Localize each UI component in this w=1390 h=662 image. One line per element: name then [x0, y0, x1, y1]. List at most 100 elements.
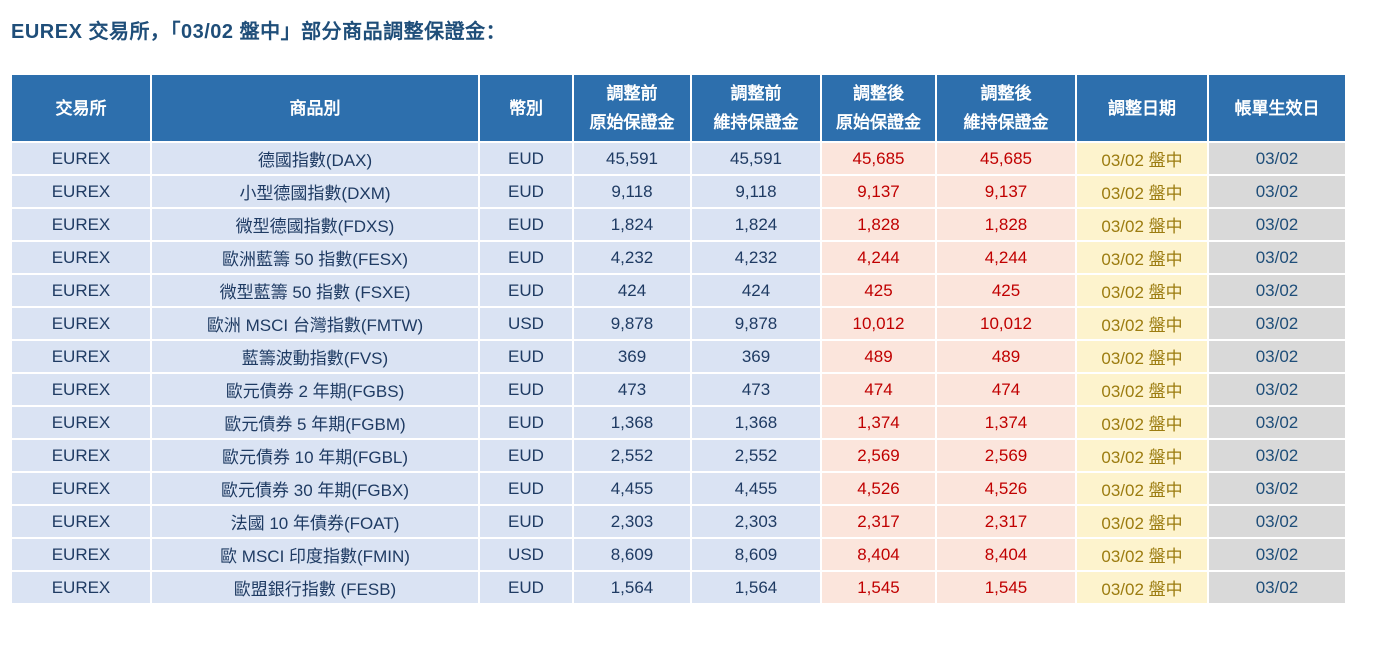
cell-exchange: EUREX [10, 273, 152, 308]
cell-post-maintenance-margin: 4,526 [935, 471, 1077, 506]
cell-exchange: EUREX [10, 240, 152, 275]
table-row: EUREX 歐洲藍籌 50 指數(FESX) EUD 4,232 4,232 4… [10, 240, 1347, 275]
cell-post-maintenance-margin: 10,012 [935, 306, 1077, 341]
cell-effective-date: 03/02 [1207, 570, 1347, 605]
table-row: EUREX 德國指數(DAX) EUD 45,591 45,591 45,685… [10, 141, 1347, 176]
table-row: EUREX 歐元債券 2 年期(FGBS) EUD 473 473 474 47… [10, 372, 1347, 407]
cell-product: 歐盟銀行指數 (FESB) [150, 570, 480, 605]
cell-pre-maintenance-margin: 1,564 [690, 570, 822, 605]
cell-exchange: EUREX [10, 537, 152, 572]
header-line: 交易所 [55, 98, 107, 118]
header-line: 調整後 [980, 84, 1032, 103]
cell-pre-initial-margin: 473 [572, 372, 692, 407]
cell-currency: EUD [478, 141, 574, 176]
cell-post-initial-margin: 9,137 [820, 174, 937, 209]
col-header-pre-maintenance-margin: 調整前 維持保證金 [690, 73, 822, 143]
cell-pre-maintenance-margin: 8,609 [690, 537, 822, 572]
cell-post-maintenance-margin: 9,137 [935, 174, 1077, 209]
cell-effective-date: 03/02 [1207, 339, 1347, 374]
cell-pre-initial-margin: 1,824 [572, 207, 692, 242]
cell-pre-initial-margin: 4,232 [572, 240, 692, 275]
cell-currency: EUD [478, 438, 574, 473]
cell-currency: EUD [478, 372, 574, 407]
cell-product: 微型藍籌 50 指數 (FSXE) [150, 273, 480, 308]
cell-adjust-date: 03/02 盤中 [1075, 372, 1209, 407]
header-line: 商品別 [289, 98, 341, 118]
table-row: EUREX 歐洲 MSCI 台灣指數(FMTW) USD 9,878 9,878… [10, 306, 1347, 341]
cell-pre-maintenance-margin: 369 [690, 339, 822, 374]
cell-product: 法國 10 年債券(FOAT) [150, 504, 480, 539]
table-row: EUREX 微型藍籌 50 指數 (FSXE) EUD 424 424 425 … [10, 273, 1347, 308]
cell-post-initial-margin: 4,526 [820, 471, 937, 506]
cell-post-initial-margin: 10,012 [820, 306, 937, 341]
cell-effective-date: 03/02 [1207, 372, 1347, 407]
cell-currency: EUD [478, 504, 574, 539]
cell-effective-date: 03/02 [1207, 273, 1347, 308]
cell-post-maintenance-margin: 2,317 [935, 504, 1077, 539]
cell-pre-initial-margin: 424 [572, 273, 692, 308]
cell-adjust-date: 03/02 盤中 [1075, 438, 1209, 473]
col-header-pre-initial-margin: 調整前 原始保證金 [572, 73, 692, 143]
cell-post-maintenance-margin: 1,828 [935, 207, 1077, 242]
cell-post-initial-margin: 425 [820, 273, 937, 308]
table-header: 交易所 商品別 幣別 調整前 原始保證金 調整前 維持保證金 調整後 原始保證金 [10, 73, 1347, 143]
table-row: EUREX 微型德國指數(FDXS) EUD 1,824 1,824 1,828… [10, 207, 1347, 242]
cell-post-initial-margin: 4,244 [820, 240, 937, 275]
cell-post-initial-margin: 1,828 [820, 207, 937, 242]
table-row: EUREX 歐元債券 10 年期(FGBL) EUD 2,552 2,552 2… [10, 438, 1347, 473]
cell-post-initial-margin: 474 [820, 372, 937, 407]
cell-adjust-date: 03/02 盤中 [1075, 405, 1209, 440]
cell-adjust-date: 03/02 盤中 [1075, 240, 1209, 275]
cell-post-maintenance-margin: 8,404 [935, 537, 1077, 572]
col-header-product: 商品別 [150, 73, 480, 143]
cell-post-maintenance-margin: 425 [935, 273, 1077, 308]
cell-product: 歐 MSCI 印度指數(FMIN) [150, 537, 480, 572]
cell-effective-date: 03/02 [1207, 537, 1347, 572]
cell-effective-date: 03/02 [1207, 207, 1347, 242]
cell-post-maintenance-margin: 45,685 [935, 141, 1077, 176]
cell-currency: EUD [478, 174, 574, 209]
cell-post-initial-margin: 45,685 [820, 141, 937, 176]
header-row: 交易所 商品別 幣別 調整前 原始保證金 調整前 維持保證金 調整後 原始保證金 [10, 73, 1347, 143]
cell-adjust-date: 03/02 盤中 [1075, 207, 1209, 242]
cell-pre-maintenance-margin: 1,368 [690, 405, 822, 440]
cell-effective-date: 03/02 [1207, 306, 1347, 341]
header-line: 原始保證金 [589, 113, 675, 132]
cell-exchange: EUREX [10, 339, 152, 374]
cell-adjust-date: 03/02 盤中 [1075, 339, 1209, 374]
cell-currency: EUD [478, 570, 574, 605]
header-line: 維持保證金 [963, 113, 1049, 132]
cell-currency: EUD [478, 240, 574, 275]
cell-product: 歐元債券 10 年期(FGBL) [150, 438, 480, 473]
table-body: EUREX 德國指數(DAX) EUD 45,591 45,591 45,685… [10, 141, 1347, 605]
header-line: 調整前 [606, 84, 658, 103]
cell-adjust-date: 03/02 盤中 [1075, 174, 1209, 209]
margin-adjustment-table: 交易所 商品別 幣別 調整前 原始保證金 調整前 維持保證金 調整後 原始保證金 [10, 73, 1347, 605]
cell-pre-initial-margin: 4,455 [572, 471, 692, 506]
cell-pre-initial-margin: 45,591 [572, 141, 692, 176]
cell-product: 歐元債券 2 年期(FGBS) [150, 372, 480, 407]
cell-product: 微型德國指數(FDXS) [150, 207, 480, 242]
cell-adjust-date: 03/02 盤中 [1075, 306, 1209, 341]
col-header-effective-date: 帳單生效日 [1207, 73, 1347, 143]
cell-effective-date: 03/02 [1207, 174, 1347, 209]
table-row: EUREX 歐元債券 5 年期(FGBM) EUD 1,368 1,368 1,… [10, 405, 1347, 440]
cell-pre-initial-margin: 2,303 [572, 504, 692, 539]
cell-pre-maintenance-margin: 45,591 [690, 141, 822, 176]
cell-adjust-date: 03/02 盤中 [1075, 273, 1209, 308]
cell-currency: EUD [478, 273, 574, 308]
cell-effective-date: 03/02 [1207, 438, 1347, 473]
cell-pre-maintenance-margin: 2,552 [690, 438, 822, 473]
cell-pre-maintenance-margin: 4,232 [690, 240, 822, 275]
cell-adjust-date: 03/02 盤中 [1075, 570, 1209, 605]
cell-pre-initial-margin: 1,368 [572, 405, 692, 440]
cell-pre-maintenance-margin: 4,455 [690, 471, 822, 506]
cell-product: 歐元債券 30 年期(FGBX) [150, 471, 480, 506]
cell-exchange: EUREX [10, 141, 152, 176]
cell-effective-date: 03/02 [1207, 504, 1347, 539]
cell-post-initial-margin: 2,569 [820, 438, 937, 473]
cell-pre-initial-margin: 1,564 [572, 570, 692, 605]
cell-pre-maintenance-margin: 2,303 [690, 504, 822, 539]
cell-product: 歐洲 MSCI 台灣指數(FMTW) [150, 306, 480, 341]
cell-post-maintenance-margin: 1,374 [935, 405, 1077, 440]
